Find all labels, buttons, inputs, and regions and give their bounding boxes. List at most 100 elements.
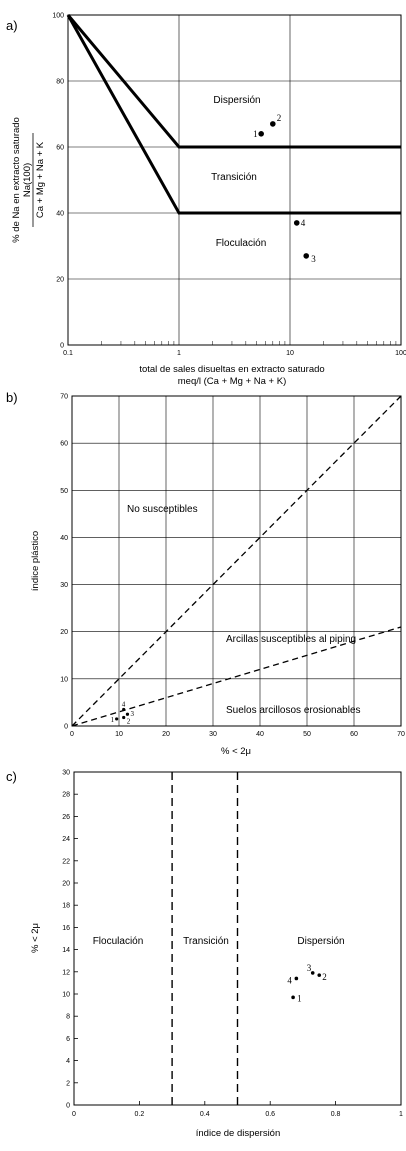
point-label: 4 <box>122 701 126 709</box>
panel-b-frame <box>71 395 402 727</box>
y-tick-label: 24 <box>62 836 70 843</box>
y-tick-label: 60 <box>56 145 64 152</box>
x-tick-label: 0 <box>70 731 74 738</box>
y-tick-label: 40 <box>60 535 68 542</box>
y-tick-label: 30 <box>62 770 70 777</box>
panel-a-y-ticks: 0 20 40 60 80 100 <box>52 13 64 350</box>
y-tick-label: 26 <box>62 814 70 821</box>
x-tick-label: 0.4 <box>200 1111 210 1118</box>
y-tick-label: 0 <box>64 724 68 731</box>
region-dispersion-a: Dispersión <box>213 95 260 106</box>
y-tick-label: 8 <box>66 1014 70 1021</box>
panel-b-ylabel: índice plástico <box>30 531 41 591</box>
y-tick-label: 80 <box>56 79 64 86</box>
y-tick-label: 22 <box>62 858 70 865</box>
y-tick-label: 6 <box>66 1036 70 1043</box>
region-dispersion-c: Dispersión <box>297 936 344 947</box>
point-label: 1 <box>111 716 115 724</box>
data-point <box>122 715 126 720</box>
x-tick-label: 0.8 <box>331 1111 341 1118</box>
panel-a: a) 0.1 1 10 100 0 20 40 60 80 100 Dispersión Tra… <box>6 13 406 388</box>
region-suelos-erosionables: Suelos arcillosos erosionables <box>226 705 361 716</box>
panel-b-label: b) <box>6 390 18 405</box>
y-tick-label: 0 <box>60 343 64 350</box>
x-tick-label: 40 <box>256 731 264 738</box>
panel-a-label: a) <box>6 18 18 33</box>
data-point <box>115 717 119 721</box>
y-tick-label: 12 <box>62 969 70 976</box>
y-tick-label: 50 <box>60 488 68 495</box>
point-label: 3 <box>307 963 312 973</box>
dashed-boundary <box>71 626 402 727</box>
panel-a-x-ticks: 0.1 1 10 100 <box>63 350 406 357</box>
panel-a-frame <box>67 14 402 346</box>
panel-c-boundaries <box>171 772 239 1105</box>
data-point <box>303 253 310 259</box>
y-tick-label: 10 <box>60 676 68 683</box>
data-point <box>270 121 276 127</box>
x-tick-label: 30 <box>209 731 217 738</box>
dashed-boundary <box>71 395 402 727</box>
x-tick-label: 70 <box>397 731 405 738</box>
data-point <box>291 995 295 1000</box>
data-point <box>125 712 130 716</box>
y-tick-label: 20 <box>56 277 64 284</box>
panel-b-xlabel: % < 2μ <box>221 746 251 757</box>
panel-b-y-ticks: 0 10 20 30 40 50 60 70 <box>60 394 68 731</box>
region-no-susceptibles: No susceptibles <box>127 504 198 515</box>
point-label: 2 <box>322 972 327 982</box>
region-arcillas-piping: Arcillas susceptibles al piping <box>226 634 356 645</box>
panel-c: c) 0 0.2 0.4 0.6 0.8 1 0246810121416182022242… <box>6 769 403 1139</box>
panel-b-dashed-lines <box>71 395 402 727</box>
region-floculacion-c: Floculación <box>93 936 144 947</box>
point-label: 2 <box>127 718 131 726</box>
x-tick-label: 0.6 <box>265 1111 275 1118</box>
y-tick-label: 0 <box>66 1103 70 1110</box>
y-tick-label: 4 <box>66 1058 70 1065</box>
y-tick-label: 14 <box>62 947 70 954</box>
y-tick-label: 18 <box>62 903 70 910</box>
boundary-line <box>66 14 401 149</box>
x-tick-label: 50 <box>303 731 311 738</box>
x-tick-label: 100 <box>395 350 406 357</box>
point-label: 3 <box>311 254 316 264</box>
region-floculacion-a: Floculación <box>216 238 267 249</box>
point-label: 4 <box>301 218 306 228</box>
y-tick-label: 20 <box>62 881 70 888</box>
boundary-line <box>66 14 401 215</box>
x-tick-label: 0.2 <box>135 1111 145 1118</box>
y-tick-label: 30 <box>60 582 68 589</box>
data-point <box>294 976 299 981</box>
panel-b: b) 0 10 20 30 40 50 60 70 0 10 20 30 40 50 60 70 No su… <box>6 390 405 757</box>
point-label: 1 <box>253 129 257 139</box>
y-tick-label: 60 <box>60 441 68 448</box>
panel-a-ylabel-line3: Ca + Mg + Na + K <box>35 141 46 218</box>
y-tick-label: 10 <box>62 992 70 999</box>
panel-c-ylabel: % < 2μ <box>30 923 41 953</box>
x-tick-label: 0.1 <box>63 350 73 357</box>
panel-a-ylabel-line1: % de Na en extracto saturado <box>11 117 22 243</box>
point-label: 4 <box>287 975 292 985</box>
panel-c-label: c) <box>6 769 17 784</box>
data-point <box>293 220 300 226</box>
panel-c-xlabel: índice de dispersión <box>196 1128 281 1139</box>
x-tick-label: 1 <box>399 1111 403 1118</box>
panel-a-minor-ticks <box>101 341 397 345</box>
y-tick-label: 100 <box>52 13 64 20</box>
y-tick-label: 28 <box>62 792 70 799</box>
panel-b-points: 1 234 <box>111 701 135 726</box>
panel-a-points: 1 2 3 4 <box>253 113 316 264</box>
data-point <box>310 971 315 975</box>
y-tick-label: 16 <box>62 925 70 932</box>
point-label: 3 <box>130 710 134 718</box>
y-tick-label: 70 <box>60 394 68 401</box>
y-tick-label: 20 <box>60 629 68 636</box>
panel-a-ylabel-line2: Na(100) <box>22 163 33 197</box>
region-transicion-a: Transición <box>211 172 257 183</box>
data-point <box>317 973 322 977</box>
panel-c-x-ticks: 0 0.2 0.4 0.6 0.8 1 <box>72 1101 403 1118</box>
x-tick-label: 0 <box>72 1111 76 1118</box>
panel-a-boundaries <box>66 14 401 215</box>
x-tick-label: 20 <box>162 731 170 738</box>
